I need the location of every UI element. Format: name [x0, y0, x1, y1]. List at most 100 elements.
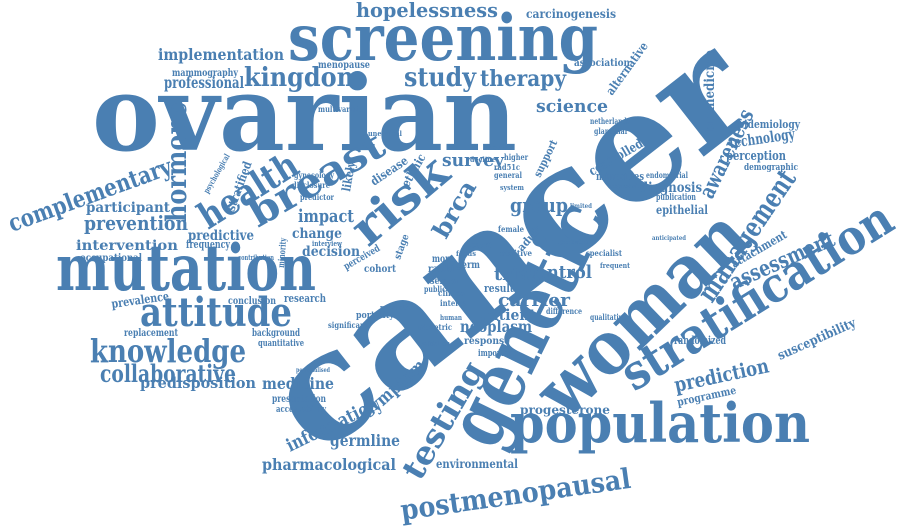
word-mutation: mutation: [56, 231, 316, 306]
word-demographic: demographic: [744, 163, 798, 173]
word-limited: limited: [570, 203, 593, 210]
word-ovarian: ovarian: [92, 52, 517, 175]
word-knowledge: knowledge: [90, 332, 246, 370]
word-disclosure: disclosure: [292, 180, 330, 190]
word-acceptability: acceptability: [276, 405, 327, 415]
word-care: care: [470, 240, 492, 251]
word-cohort: cohort: [364, 264, 396, 275]
word-serum: serum: [430, 276, 458, 287]
word-difference: difference: [546, 306, 582, 316]
word-therapy: therapy: [480, 66, 567, 92]
word-ranki: ranki: [428, 264, 454, 275]
word-trial: trial: [494, 264, 536, 285]
word-environmental: environmental: [436, 457, 518, 471]
word-survey: survey: [442, 150, 505, 171]
word-susceptibility: susceptibility: [776, 316, 859, 364]
word-neoplasm: neoplasm: [460, 317, 532, 336]
word-more: more: [432, 254, 454, 265]
word-research: research: [284, 292, 326, 305]
word-hormone: hormone: [160, 102, 193, 222]
word-minorities: minorities: [596, 170, 644, 183]
word-germline: germline: [330, 431, 400, 450]
word-interval: interval: [440, 298, 470, 308]
word-frequent: frequent: [600, 261, 631, 270]
word-cloud-words: cancer ovarian genetic woman screening m…: [4, 0, 900, 527]
word-netherlands: netherlands: [590, 116, 630, 126]
word-control: control: [526, 262, 592, 283]
word-obstetric: obstetric: [418, 322, 452, 332]
word-participant: participant: [86, 200, 171, 216]
word-epidemiology: epidemiology: [732, 118, 801, 131]
word-specialist: specialist: [586, 248, 622, 258]
word-likely: likely: [339, 160, 358, 193]
word-study: study: [404, 63, 477, 93]
word-human: human: [440, 313, 462, 322]
word-attitude: attitude: [140, 289, 292, 336]
word-diagnosis: diagnosis: [640, 180, 702, 196]
word-conclusion: conclusion: [228, 296, 277, 307]
word-method: method: [486, 143, 512, 152]
word-science: science: [536, 96, 608, 117]
word-qualitative: qualitative: [590, 312, 626, 322]
word-female: female: [498, 224, 524, 234]
word-perception: perception: [726, 149, 786, 164]
word-portality: portality: [356, 311, 395, 321]
word-group: group: [510, 193, 568, 217]
word-progesterone: progesterone: [520, 403, 610, 417]
word-change: change: [292, 226, 342, 242]
word-clinical: clinical: [438, 288, 468, 298]
word-glandular: glandular: [594, 126, 629, 136]
word-professional: professional: [164, 73, 244, 92]
word-unethical: unethical: [368, 129, 402, 138]
word-focus: focus: [456, 249, 476, 258]
word-gynecology: gynecology: [294, 170, 334, 180]
word-germ: germ: [456, 260, 480, 271]
word-contribution: contribution: [238, 253, 274, 262]
word-result: result: [484, 282, 515, 295]
word-hopelessness: hopelessness: [356, 0, 498, 22]
word-randomized: randomized: [674, 334, 726, 347]
word-predictor: predictor: [300, 192, 335, 202]
word-decision: decision: [302, 244, 360, 260]
word-important: important: [478, 349, 517, 359]
word-higher: higher: [504, 152, 529, 162]
word-background: background: [252, 328, 300, 339]
word-menopause: menopause: [318, 60, 370, 71]
word-anticipated: anticipated: [652, 235, 687, 242]
word-public: public: [424, 284, 446, 294]
word-prostate: prostate: [380, 303, 410, 312]
word-replacement: replacement: [124, 328, 178, 339]
word-patient: patient: [480, 306, 536, 324]
word-frequency: frequency: [186, 238, 230, 251]
word-minority: minority: [277, 237, 289, 268]
word-population: population: [510, 391, 810, 455]
word-general: general: [494, 170, 522, 180]
word-pharmacological: pharmacological: [262, 455, 396, 474]
word-implementation: implementation: [158, 45, 284, 64]
word-quantitative: quantitative: [258, 339, 304, 349]
word-endometrial: endometrial: [646, 170, 688, 180]
word-epithelial: epithelial: [656, 203, 708, 217]
word-carrier: carrier: [498, 290, 571, 311]
word-regression: regression: [610, 183, 647, 190]
word-interview: interview: [312, 239, 343, 248]
word-rad51c: rad51c: [494, 162, 520, 172]
word-biomedicine: biomedicine: [702, 50, 718, 132]
word-multivariate: multivariate: [318, 104, 364, 114]
word-positive: positive: [500, 248, 532, 258]
word-occupational: occupational: [80, 253, 142, 264]
word-kingdom: kingdom: [244, 63, 362, 93]
word-intervention: intervention: [76, 238, 178, 254]
word-medicine: medicine: [262, 374, 334, 393]
word-screening: screening: [288, 1, 598, 76]
word-evaluable: evaluable: [560, 239, 588, 246]
word-predisposition: predisposition: [140, 374, 256, 392]
word-system: system: [500, 183, 525, 192]
word-mammography: mammography: [172, 68, 239, 79]
word-decline: decline: [470, 155, 496, 164]
word-collaborative: collaborative: [100, 359, 236, 388]
word-prevention: prevention: [84, 211, 188, 235]
word-carcinogenesis: carcinogenesis: [526, 7, 616, 21]
